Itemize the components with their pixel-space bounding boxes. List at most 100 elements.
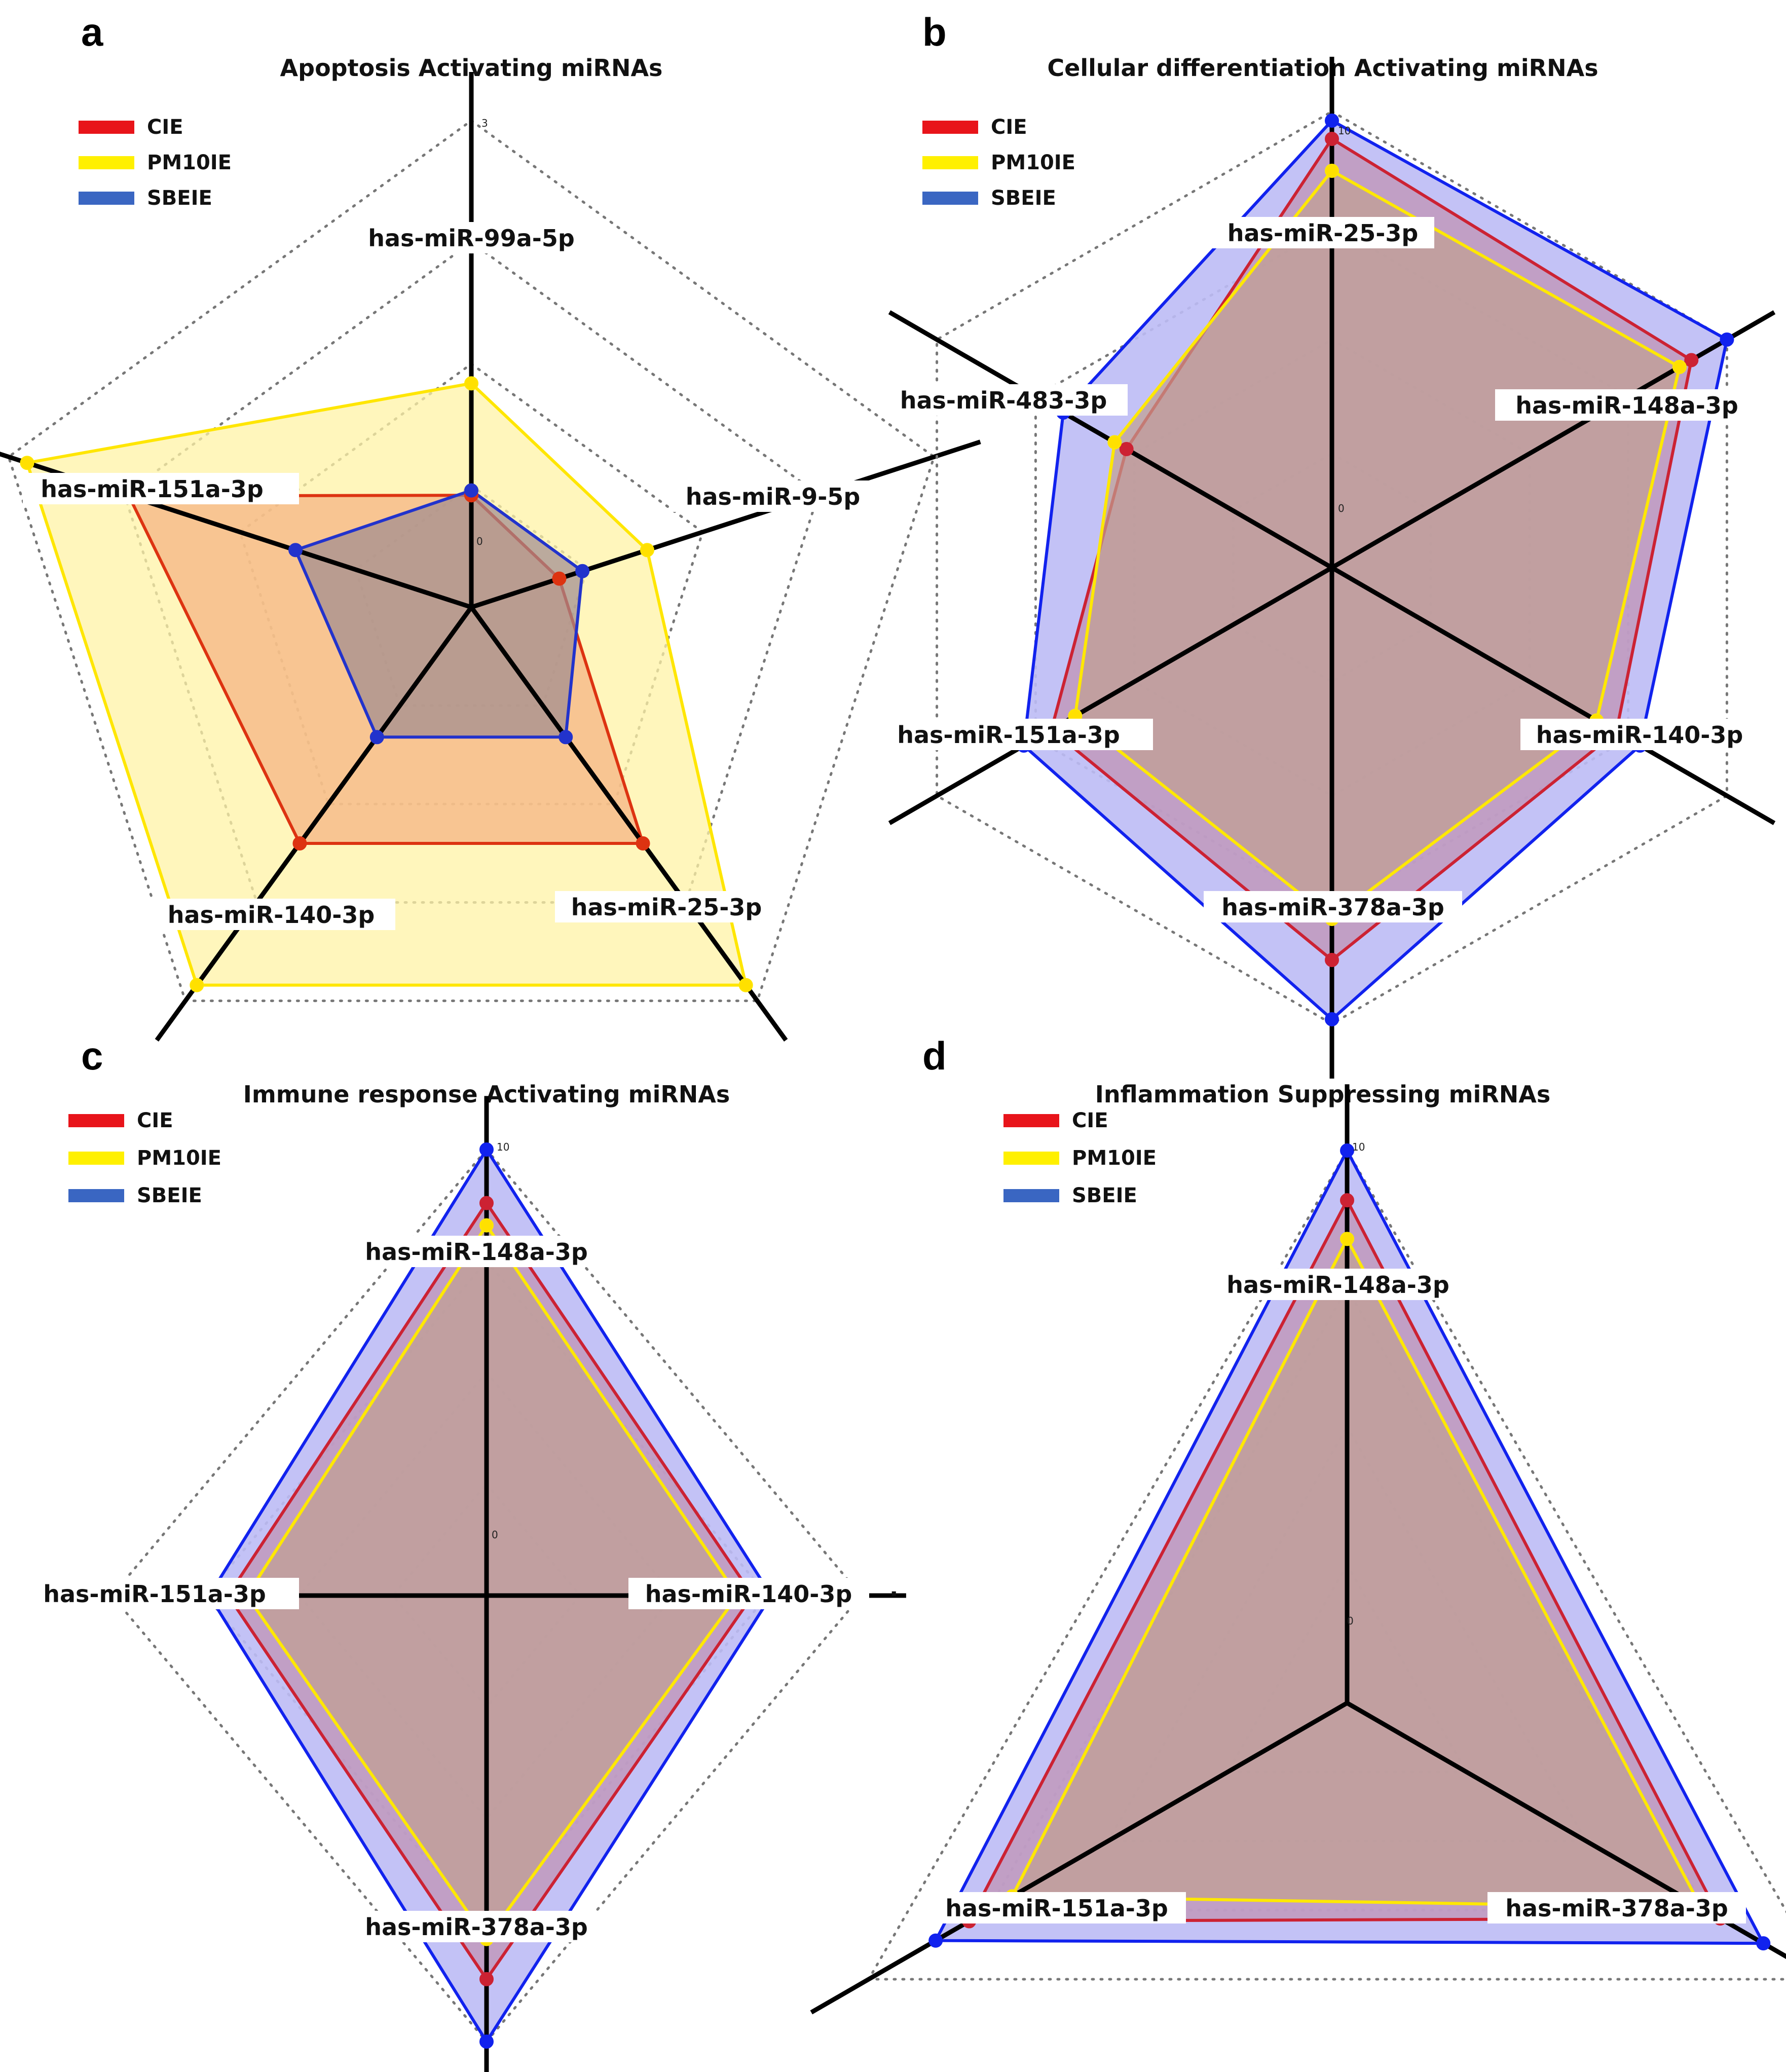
panel-d: d Inflammation Suppressing miRNAs CIE PM… — [810, 1033, 1786, 2015]
legend-swatch-sbeie-c — [68, 1189, 124, 1202]
legend-swatch-cie-c — [68, 1114, 124, 1127]
legend-b: CIE PM10IE SBEIE — [922, 116, 1075, 210]
data-point-sbeie-a-1 — [575, 564, 590, 578]
legend-swatch-sbeie-d — [1003, 1189, 1059, 1202]
legend-swatch-pm10ie-d — [1003, 1152, 1059, 1165]
axis-label-bg-a-1 — [669, 480, 877, 512]
data-point-pm10ie-a-4 — [20, 456, 34, 470]
axis-label-bg-c-1 — [628, 1578, 869, 1609]
legend-label-pm10ie-a: PM10IE — [147, 151, 232, 174]
data-point-pm10ie-a-1 — [640, 543, 654, 558]
data-point-cie-a-1 — [552, 571, 567, 586]
panel-title-b: Cellular differentiation Activating miRN… — [1047, 54, 1598, 82]
stray-dot-c: · — [889, 1580, 898, 1607]
data-point-sbeie-b-0 — [1325, 114, 1339, 128]
axis-label-bg-b-5 — [879, 384, 1128, 416]
legend-label-cie-c: CIE — [137, 1109, 173, 1132]
series-a — [25, 382, 748, 987]
grid-ring-a-4 — [7, 119, 936, 1003]
data-point-sbeie-c-2 — [479, 2034, 494, 2049]
data-point-pm10ie-a-2 — [738, 978, 753, 992]
axis-label-bg-c-2 — [345, 1911, 608, 1942]
legend-swatch-cie-d — [1003, 1114, 1059, 1127]
axis-label-bg-b-0 — [1211, 217, 1434, 248]
data-point-pm10ie-d-0 — [1340, 1232, 1354, 1246]
axis-label-a-4: has-miR-151a-3p — [41, 475, 264, 503]
axis-label-b-2: has-miR-140-3p — [1536, 721, 1743, 749]
axis-label-d-1: has-miR-378a-3p — [1505, 1895, 1728, 1922]
data-point-cie-b-1 — [1684, 353, 1699, 367]
data-point-pm10ie-c-0 — [479, 1218, 494, 1233]
data-point-sbeie-d-1 — [1756, 1936, 1771, 1951]
axis-label-b-0: has-miR-25-3p — [1227, 219, 1419, 247]
axis-spoke-b-1 — [1330, 310, 1776, 570]
data-point-sbeie-d-2 — [928, 1933, 943, 1948]
axis-spoke-d-1 — [1346, 1701, 1786, 1959]
legend-swatch-pm10ie-c — [68, 1152, 124, 1165]
axis-spoke-b-4 — [888, 566, 1333, 825]
data-point-cie-b-0 — [1325, 132, 1339, 146]
axis-label-b-1: has-miR-148a-3p — [1515, 392, 1738, 419]
legend-swatch-sbeie-b — [922, 192, 978, 205]
data-point-sbeie-d-0 — [1340, 1143, 1354, 1158]
legend-label-pm10ie-b: PM10IE — [991, 151, 1075, 174]
data-point-sbeie-c-0 — [479, 1142, 494, 1157]
data-point-cie-c-2 — [479, 1972, 494, 1986]
tick-label-zero-a: 0 — [476, 535, 483, 547]
panel-title-d: Inflammation Suppressing miRNAs — [1095, 1081, 1550, 1108]
legend-swatch-cie-b — [922, 121, 978, 134]
panel-letter-d: d — [922, 1033, 947, 1078]
axis-label-d-0: has-miR-148a-3p — [1226, 1271, 1449, 1299]
legend-d: CIE PM10IE SBEIE — [1003, 1109, 1157, 1207]
axis-label-d-2: has-miR-151a-3p — [945, 1895, 1168, 1922]
axis-labels-c: has-miR-148a-3p has-miR-140-3p has-miR-3… — [25, 1236, 869, 1942]
series-area-pm10ie-d — [1010, 1235, 1704, 1909]
axis-label-c-3: has-miR-151a-3p — [43, 1580, 266, 1608]
data-point-cie-b-5 — [1119, 442, 1134, 456]
axis-label-a-3: has-miR-140-3p — [168, 901, 375, 929]
panel-letter-a: a — [81, 10, 103, 54]
axis-labels-d: has-miR-148a-3p has-miR-378a-3p has-miR-… — [927, 1269, 1746, 1923]
legend-label-pm10ie-c: PM10IE — [137, 1146, 221, 1170]
data-point-pm10ie-a-3 — [190, 978, 204, 992]
legend-label-pm10ie-d: PM10IE — [1072, 1146, 1157, 1170]
tick-label-zero-b: 0 — [1338, 502, 1345, 514]
legend-label-sbeie-a: SBEIE — [147, 187, 212, 210]
legend-label-sbeie-c: SBEIE — [137, 1184, 202, 1207]
panel-letter-b: b — [922, 10, 947, 54]
axis-label-bg-a-0 — [342, 222, 601, 253]
legend-a: CIE PM10IE SBEIE — [79, 116, 232, 210]
axis-label-bg-d-2 — [927, 1892, 1186, 1923]
data-point-sbeie-b-3 — [1325, 1012, 1339, 1026]
axis-label-b-4: has-miR-151a-3p — [897, 721, 1120, 749]
axis-label-b-3: has-miR-378a-3p — [1221, 894, 1444, 921]
legend-c: CIE PM10IE SBEIE — [68, 1109, 221, 1207]
panel-letter-c: c — [81, 1033, 103, 1078]
series-b — [1022, 119, 1729, 1022]
axis-spoke-b-2 — [1330, 566, 1776, 825]
axis-label-bg-b-4 — [879, 719, 1153, 750]
axis-label-bg-d-0 — [1206, 1269, 1470, 1300]
data-point-sbeie-a-2 — [559, 730, 573, 745]
axis-label-c-1: has-miR-140-3p — [645, 1580, 852, 1608]
data-point-sbeie-a-3 — [369, 730, 384, 745]
data-point-sbeie-a-4 — [288, 543, 303, 558]
axis-label-c-0: has-miR-148a-3p — [365, 1238, 588, 1266]
legend-label-sbeie-d: SBEIE — [1072, 1184, 1137, 1207]
axis-label-bg-a-3 — [147, 899, 395, 930]
legend-label-cie-d: CIE — [1072, 1109, 1108, 1132]
axis-label-bg-b-2 — [1520, 719, 1759, 750]
series-d — [933, 1147, 1766, 1945]
series-area-sbeie-a — [293, 489, 584, 739]
tick-label-zero-d: 0 — [1347, 1615, 1354, 1627]
axis-labels-b: has-miR-25-3p has-miR-148a-3p has-miR-14… — [879, 217, 1759, 922]
data-point-pm10ie-b-5 — [1107, 435, 1122, 450]
data-point-pm10ie-b-0 — [1325, 164, 1339, 178]
axis-label-bg-c-0 — [345, 1236, 608, 1267]
data-point-cie-b-3 — [1325, 953, 1339, 967]
axis-spoke-d-2 — [810, 1701, 1349, 2015]
legend-swatch-sbeie-a — [79, 192, 134, 205]
data-point-pm10ie-b-1 — [1672, 360, 1687, 374]
axis-label-a-1: has-miR-9-5p — [686, 483, 861, 510]
data-point-cie-d-0 — [1340, 1193, 1354, 1208]
